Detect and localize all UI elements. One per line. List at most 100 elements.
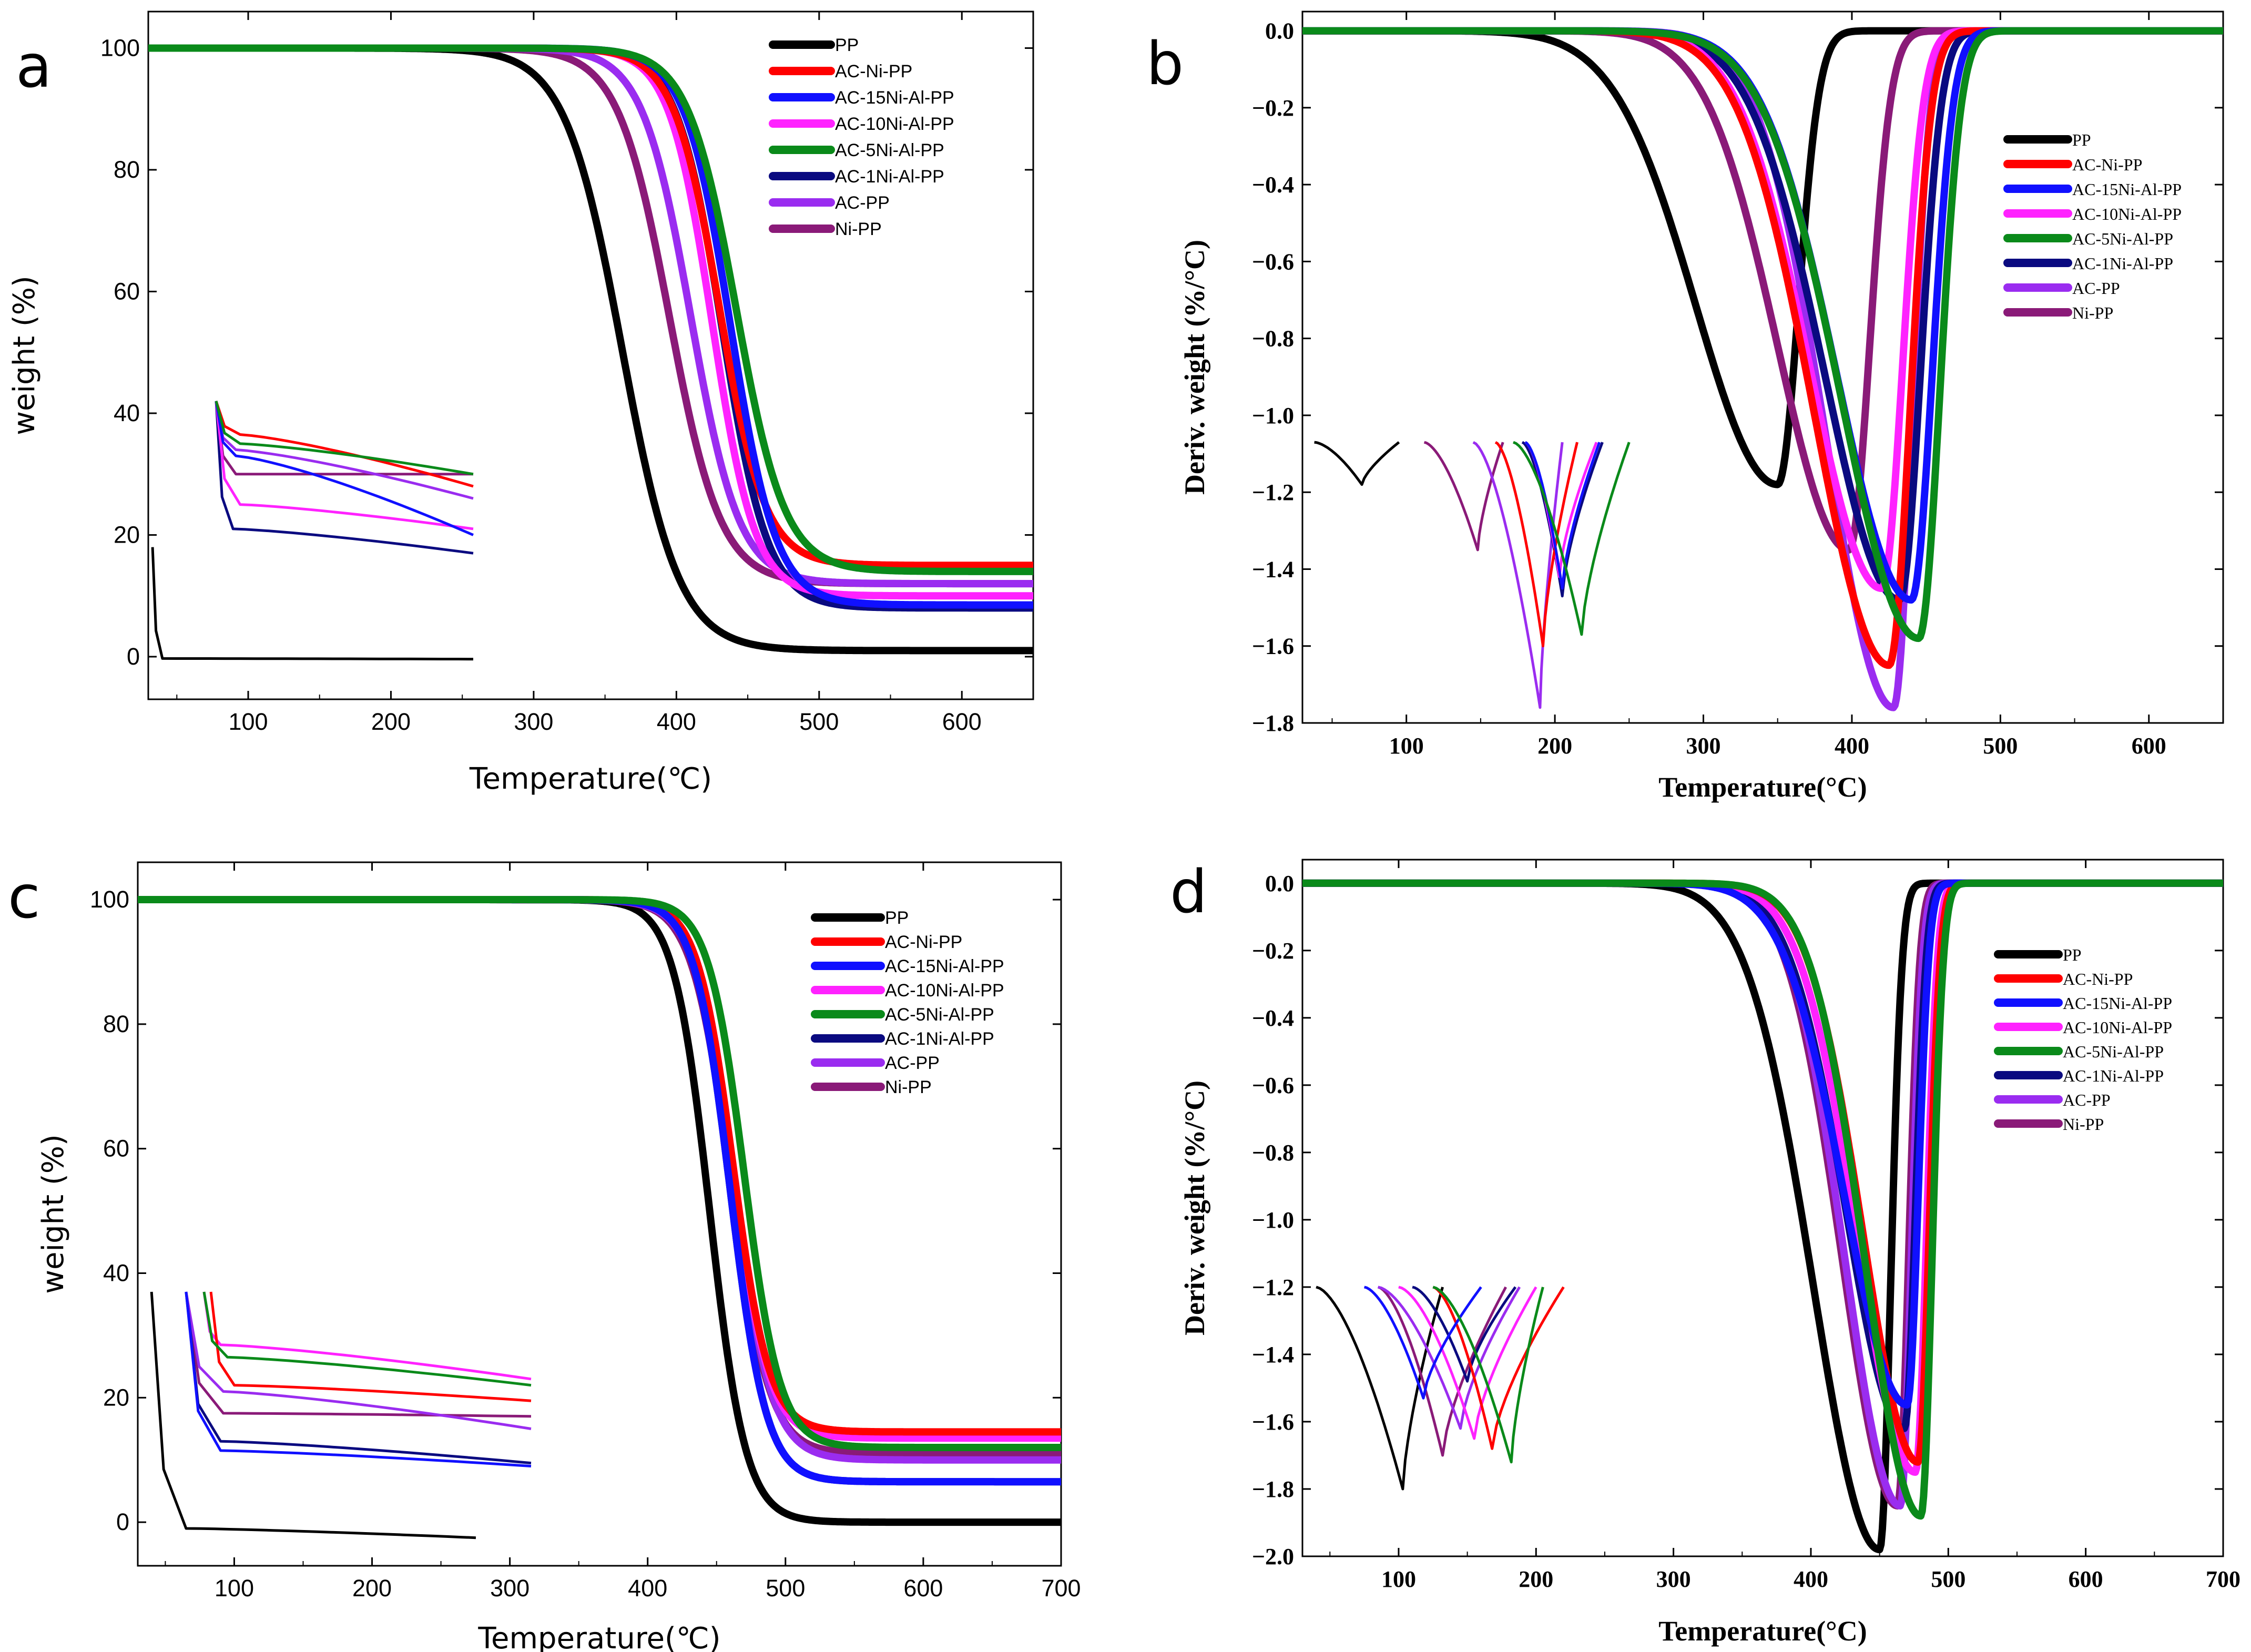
inset-line-ac-15ni-al-pp <box>1524 441 1601 590</box>
y-axis-label: Deriv. weight (%/°C) <box>1179 240 1210 495</box>
legend-label: Ni-PP <box>2063 1115 2104 1134</box>
x-tick-label: 400 <box>1835 733 1869 759</box>
y-axis-label: weight (%) <box>36 1134 70 1294</box>
legend: PP AC-Ni-PP AC-15Ni-Al-PP AC-10Ni-Al-PP AC-5… <box>2003 130 2182 322</box>
inset-line-ac-1ni-al-pp <box>185 1291 532 1465</box>
legend-label: AC-PP <box>885 1053 940 1073</box>
y-tick-label: 0.0 <box>1265 18 1294 44</box>
legend-label: PP <box>885 908 909 928</box>
inset-line-ac-10ni-al-pp <box>1398 1286 1537 1440</box>
inset-line-ac-15ni-al-pp <box>1363 1286 1482 1400</box>
panel-letter: c <box>8 863 40 932</box>
y-tick-label: −0.8 <box>1252 326 1294 352</box>
legend-label: AC-5Ni-Al-PP <box>885 1005 994 1025</box>
inset-line-ac-pp <box>215 401 474 500</box>
legend-label: AC-15Ni-Al-PP <box>2072 180 2182 199</box>
panel-letter: d <box>1170 858 1207 926</box>
inset-line-ac-pp <box>1472 441 1564 709</box>
x-tick-label: 700 <box>2206 1566 2240 1592</box>
inset-line-ac-pp <box>185 1291 532 1430</box>
inset-line-ac-10ni-al-pp <box>215 401 474 531</box>
inset-curves <box>150 1291 532 1539</box>
inset-line-ac-5ni-al-pp <box>1513 441 1631 636</box>
panel-letter: b <box>1146 30 1184 98</box>
chart-panel-c: c 100 200 300 400 500 600 700 0 20 40 60 80 100 Temper… <box>8 861 1081 1652</box>
inset-line-ac-pp <box>1378 1286 1521 1430</box>
x-tick-label: 100 <box>228 708 268 735</box>
y-tick-label: −1.6 <box>1252 634 1294 659</box>
x-axis-label: Temperature(℃) <box>477 1622 720 1652</box>
legend-label: AC-Ni-PP <box>2072 155 2142 174</box>
legend-label: Ni-PP <box>2072 303 2113 322</box>
y-tick-label: −1.0 <box>1252 403 1294 429</box>
y-tick-label: −1.2 <box>1252 480 1294 505</box>
legend-label: AC-Ni-PP <box>885 932 962 952</box>
inset-line-ac-5ni-al-pp <box>1432 1286 1544 1464</box>
x-tick-label: 600 <box>942 708 982 735</box>
y-tick-label: 20 <box>114 521 140 548</box>
inset-line-pp <box>151 547 474 661</box>
plot-frame <box>1301 859 2224 1557</box>
legend: PP AC-Ni-PP AC-15Ni-Al-PP AC-10Ni-Al-PP AC-5… <box>769 35 954 239</box>
y-tick-label: −1.0 <box>1252 1207 1294 1233</box>
x-tick-label: 500 <box>766 1575 805 1602</box>
legend-label: AC-15Ni-Al-PP <box>835 88 954 108</box>
legend-label: AC-5Ni-Al-PP <box>2063 1042 2164 1061</box>
inset-line-pp <box>150 1291 476 1539</box>
y-tick-label: −0.8 <box>1252 1140 1294 1166</box>
inset-line-pp <box>1316 1286 1444 1491</box>
y-axis-label: weight (%) <box>7 276 42 435</box>
x-tick-label: 200 <box>371 708 411 735</box>
chart-panel-d: d 100 200 300 400 500 600 700 0.0 −0.2 −0.4 −0.6 −0.… <box>1170 858 2240 1647</box>
legend-label: AC-10Ni-Al-PP <box>2072 205 2182 223</box>
inset-line-ac-ni-pp <box>1494 441 1578 648</box>
x-tick-label: 100 <box>1389 733 1424 759</box>
x-tick-label: 100 <box>1381 1566 1416 1592</box>
legend-label: AC-15Ni-Al-PP <box>2063 994 2172 1013</box>
inset-line-ac-15ni-al-pp <box>215 401 474 536</box>
y-tick-label: −2.0 <box>1252 1544 1294 1569</box>
legend-label: Ni-PP <box>835 219 882 239</box>
x-tick-label: 500 <box>1983 733 2018 759</box>
x-axis-label: Temperature(°C) <box>1658 1615 1867 1647</box>
legend-label: AC-10Ni-Al-PP <box>835 114 954 134</box>
inset-curves <box>151 401 474 661</box>
plot-frame <box>147 11 1034 700</box>
y-tick-label: −1.4 <box>1252 1342 1294 1368</box>
legend-label: AC-1Ni-Al-PP <box>2063 1066 2164 1085</box>
plot-area <box>138 896 1061 1539</box>
x-tick-label: 100 <box>215 1575 254 1602</box>
x-axis-label: Temperature(°C) <box>1658 771 1867 803</box>
legend-label: AC-PP <box>2063 1090 2111 1109</box>
y-tick-label: 80 <box>103 1011 129 1037</box>
series-line-pp <box>148 44 1033 655</box>
legend-label: AC-15Ni-Al-PP <box>885 956 1004 976</box>
panel-letter: a <box>16 33 52 101</box>
x-tick-label: 300 <box>514 708 553 735</box>
plot-area <box>1302 27 2223 711</box>
x-tick-label: 400 <box>1794 1566 1828 1592</box>
inset-line-ac-5ni-al-pp <box>215 401 474 476</box>
inset-line-ac-1ni-al-pp <box>1412 1286 1517 1383</box>
inset-line-ni-pp <box>185 1291 532 1418</box>
inset-line-ac-15ni-al-pp <box>185 1291 532 1467</box>
inset-curves <box>1316 1286 1565 1491</box>
y-tick-label: −0.4 <box>1252 172 1294 198</box>
series-line-ac-5ni-al-pp <box>1302 879 2223 1520</box>
y-tick-label: 80 <box>114 156 140 183</box>
series-line-ac-5ni-al-pp <box>1302 27 2223 643</box>
x-tick-label: 200 <box>1519 1566 1553 1592</box>
inset-line-ac-ni-pp <box>1432 1286 1565 1450</box>
y-tick-label: 40 <box>103 1259 129 1286</box>
y-tick-label: 100 <box>100 34 140 61</box>
legend-label: AC-PP <box>835 193 890 213</box>
plot-area <box>1302 879 2223 1554</box>
legend-label: AC-Ni-PP <box>2063 970 2133 988</box>
x-axis-label: Temperature(℃) <box>469 762 712 796</box>
legend-label: AC-PP <box>2072 279 2120 298</box>
plot-frame <box>1301 11 2224 724</box>
legend-label: AC-1Ni-Al-PP <box>885 1029 994 1049</box>
x-tick-label: 400 <box>657 708 696 735</box>
legend-label: PP <box>835 35 859 55</box>
x-tick-label: 500 <box>799 708 839 735</box>
